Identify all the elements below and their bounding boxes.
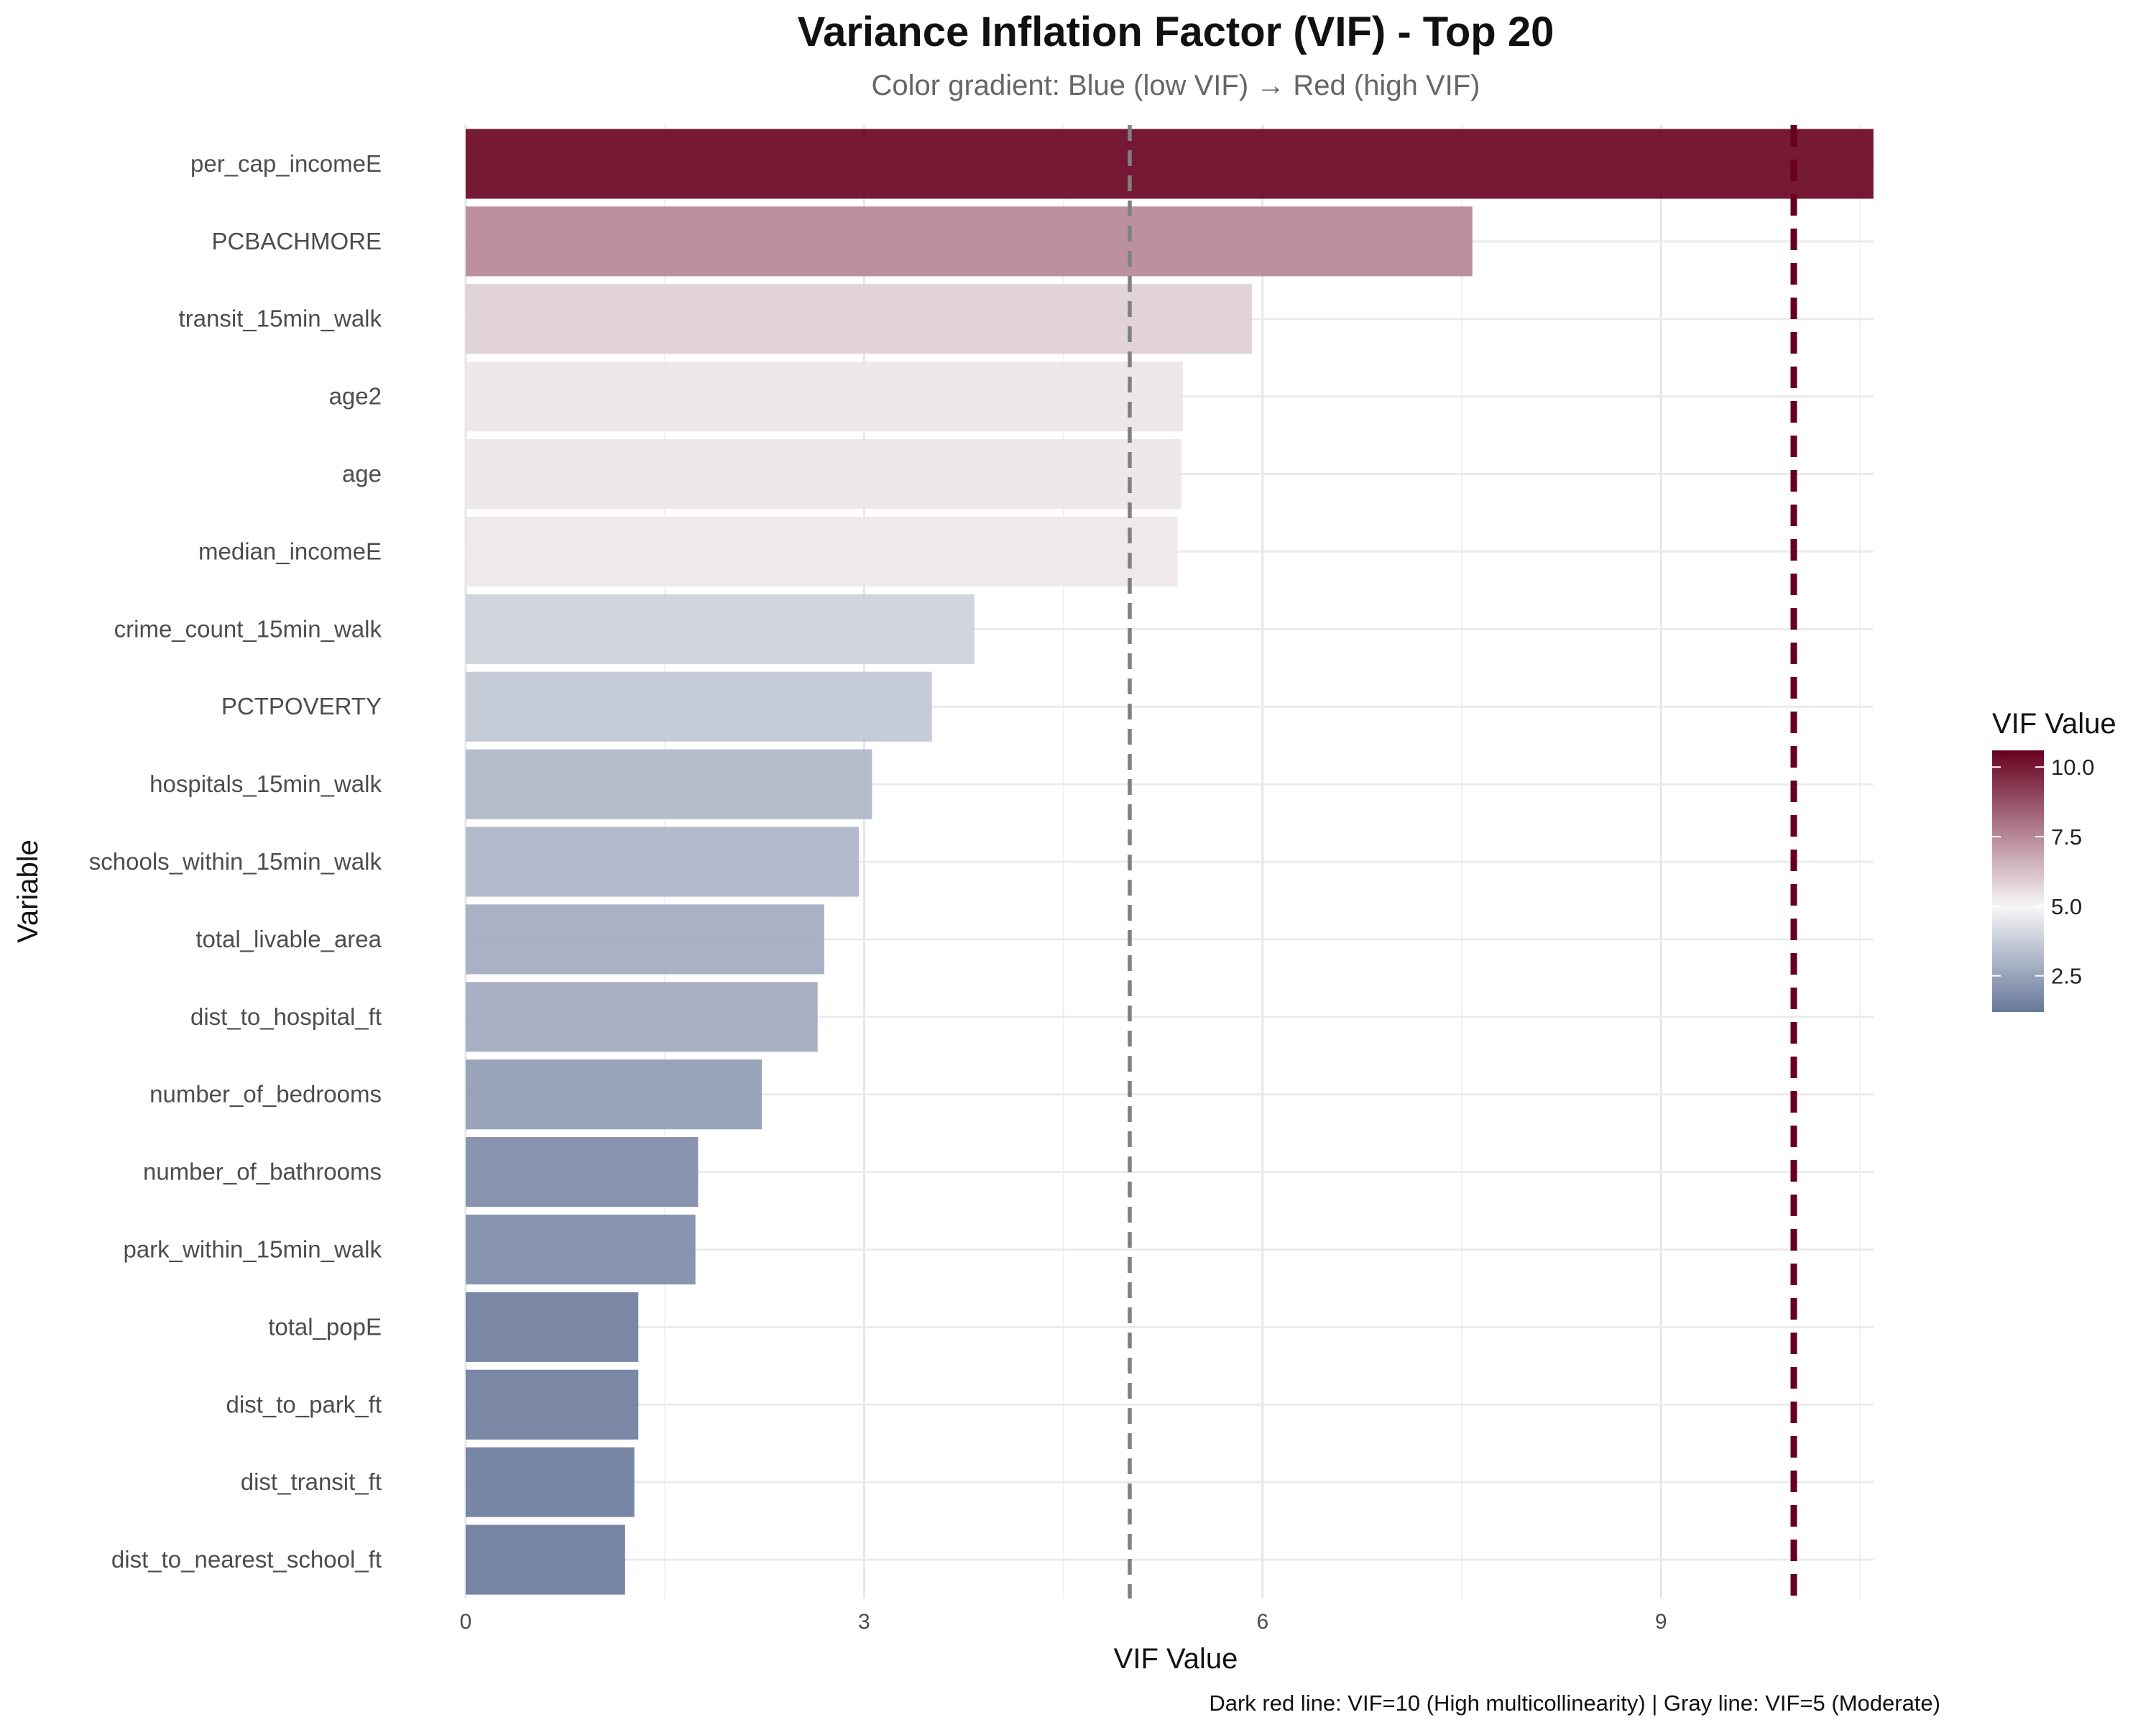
x-tick-label: 9: [1655, 1610, 1667, 1634]
x-tick-label: 6: [1256, 1610, 1268, 1634]
y-axis-title: Variable: [12, 840, 44, 943]
x-axis-ticks: 0 3 6 9: [460, 1610, 1667, 1634]
bar-total_livable_area: [466, 904, 824, 975]
y-tick-label: per_cap_incomeE: [190, 150, 382, 177]
y-tick-label: age: [342, 461, 382, 487]
y-tick-label: PCTPOVERTY: [221, 693, 382, 719]
bars: [466, 129, 1874, 1595]
bar-hospitals_15min_walk: [466, 749, 872, 819]
chart-subtitle: Color gradient: Blue (low VIF) → Red (hi…: [872, 70, 1480, 101]
legend-tick-label: 10.0: [2051, 755, 2094, 780]
x-tick-label: 0: [460, 1610, 472, 1634]
legend-ticks: 2.5 5.0 7.5 10.0: [1992, 755, 2094, 989]
bar-dist_transit_ft: [466, 1447, 635, 1517]
y-tick-label: crime_count_15min_walk: [114, 615, 382, 642]
bar-age: [466, 438, 1182, 510]
chart-title: Variance Inflation Factor (VIF) - Top 20: [798, 9, 1554, 55]
y-tick-label: dist_transit_ft: [241, 1468, 382, 1495]
y-tick-label: total_livable_area: [195, 926, 382, 952]
bar-median_incomeE: [466, 516, 1178, 586]
y-tick-label: dist_to_park_ft: [226, 1391, 382, 1417]
bar-per_cap_incomeE: [466, 129, 1874, 199]
y-tick-label: hospitals_15min_walk: [149, 770, 382, 797]
legend: VIF Value 2.5 5.0 7.5 10.0: [1992, 708, 2116, 1012]
bar-number_of_bathrooms: [466, 1137, 699, 1208]
y-tick-label: PCBACHMORE: [211, 228, 382, 254]
legend-colorbar: [1992, 750, 2044, 1012]
y-tick-label: transit_15min_walk: [179, 305, 382, 332]
x-axis-title: VIF Value: [1114, 1643, 1238, 1675]
bar-PCBACHMORE: [466, 206, 1473, 277]
bar-total_popE: [466, 1292, 639, 1362]
chart-caption: Dark red line: VIF=10 (High multicolline…: [1209, 1690, 1940, 1716]
y-tick-label: dist_to_nearest_school_ft: [111, 1546, 382, 1573]
y-tick-label: number_of_bedrooms: [149, 1081, 382, 1108]
y-tick-label: total_popE: [268, 1313, 382, 1340]
y-tick-label: median_incomeE: [198, 538, 382, 564]
legend-tick-label: 5.0: [2051, 894, 2082, 919]
y-tick-label: age2: [329, 383, 382, 410]
legend-tick-label: 7.5: [2051, 824, 2082, 850]
bar-dist_to_nearest_school_ft: [466, 1524, 625, 1595]
legend-tick-label: 2.5: [2051, 964, 2082, 989]
legend-title: VIF Value: [1992, 708, 2116, 740]
x-tick-label: 3: [858, 1610, 870, 1634]
bar-crime_count_15min_walk: [466, 594, 975, 664]
y-tick-label: dist_to_hospital_ft: [190, 1003, 382, 1030]
y-axis-ticks: per_cap_incomeE PCBACHMORE transit_15min_w…: [89, 150, 382, 1573]
y-tick-label: park_within_15min_walk: [123, 1236, 382, 1262]
bar-dist_to_park_ft: [466, 1369, 639, 1440]
bar-schools_within_15min_walk: [466, 827, 860, 897]
y-tick-label: number_of_bathrooms: [143, 1159, 382, 1185]
reference-lines: [1128, 125, 1797, 1598]
y-tick-label: schools_within_15min_walk: [89, 848, 382, 875]
bar-number_of_bedrooms: [466, 1059, 763, 1130]
bar-park_within_15min_walk: [466, 1214, 696, 1285]
bar-PCTPOVERTY: [466, 671, 932, 742]
bar-dist_to_hospital_ft: [466, 982, 818, 1052]
bar-age2: [466, 362, 1183, 432]
bar-transit_15min_walk: [466, 284, 1253, 354]
